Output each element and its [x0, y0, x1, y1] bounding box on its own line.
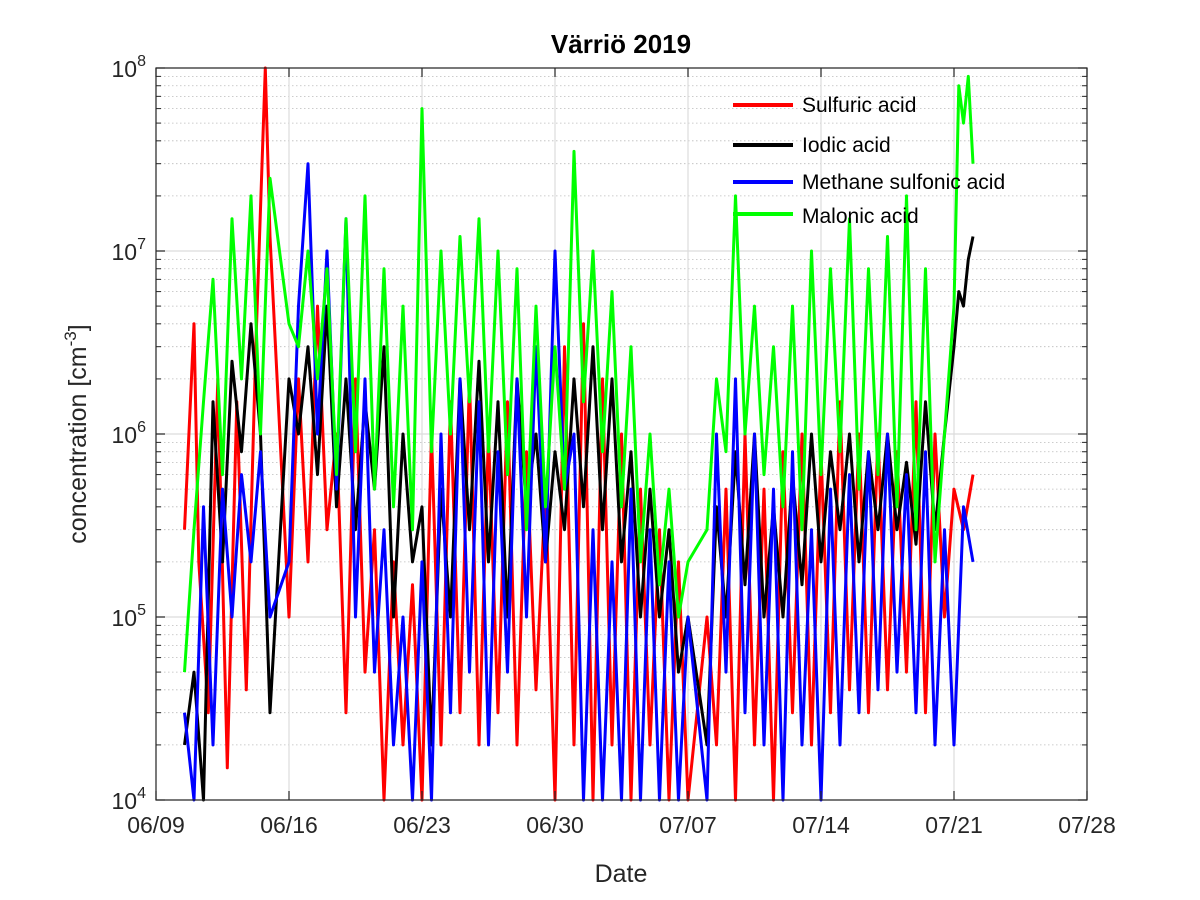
x-tick-label: 06/23: [393, 812, 451, 838]
y-axis-label-text: concentration [cm: [64, 346, 92, 543]
y-axis-label: concentration [cm-3]: [61, 324, 92, 543]
series-line-iodic-acid: [183, 236, 975, 802]
y-tick-labels: 104 105 106 107 108: [112, 53, 147, 814]
y-tick-label: 104: [112, 785, 147, 814]
x-tick-label: 06/09: [127, 812, 185, 838]
legend-label-sulfuric-acid: Sulfuric acid: [802, 94, 916, 117]
x-tick-label: 06/30: [526, 812, 584, 838]
legend-label-methane-sulfonic-acid: Methane sulfonic acid: [802, 171, 1005, 194]
x-tick-label: 07/14: [792, 812, 850, 838]
tick-marks: [155, 67, 1088, 801]
y-tick-label: 108: [112, 53, 147, 82]
x-axis-label: Date: [595, 860, 648, 888]
x-tick-label: 07/28: [1058, 812, 1116, 838]
chart-title: Värriö 2019: [551, 29, 691, 59]
y-tick-label: 105: [112, 602, 147, 631]
y-axis-label-superscript: -3: [61, 331, 80, 346]
x-tick-label: 06/16: [260, 812, 318, 838]
x-tick-label: 07/21: [925, 812, 983, 838]
y-tick-label: 106: [112, 419, 147, 448]
series-line-methane-sulfonic-acid: [183, 162, 975, 802]
legend-label-iodic-acid: Iodic acid: [802, 134, 891, 157]
series-line-malonic-acid: [183, 74, 975, 673]
y-axis-label-suffix: ]: [64, 324, 92, 331]
minor-grid: [156, 75, 1087, 746]
legend: Sulfuric acid Iodic acid Methane sulfoni…: [733, 94, 1005, 228]
series-layer: [183, 66, 975, 802]
x-tick-label: 07/07: [659, 812, 717, 838]
legend-label-malonic-acid: Malonic acid: [802, 205, 919, 228]
x-tick-labels: 06/09 06/16 06/23 06/30 07/07 07/14 07/21 07/28: [127, 812, 1116, 838]
y-tick-label: 107: [112, 236, 147, 265]
